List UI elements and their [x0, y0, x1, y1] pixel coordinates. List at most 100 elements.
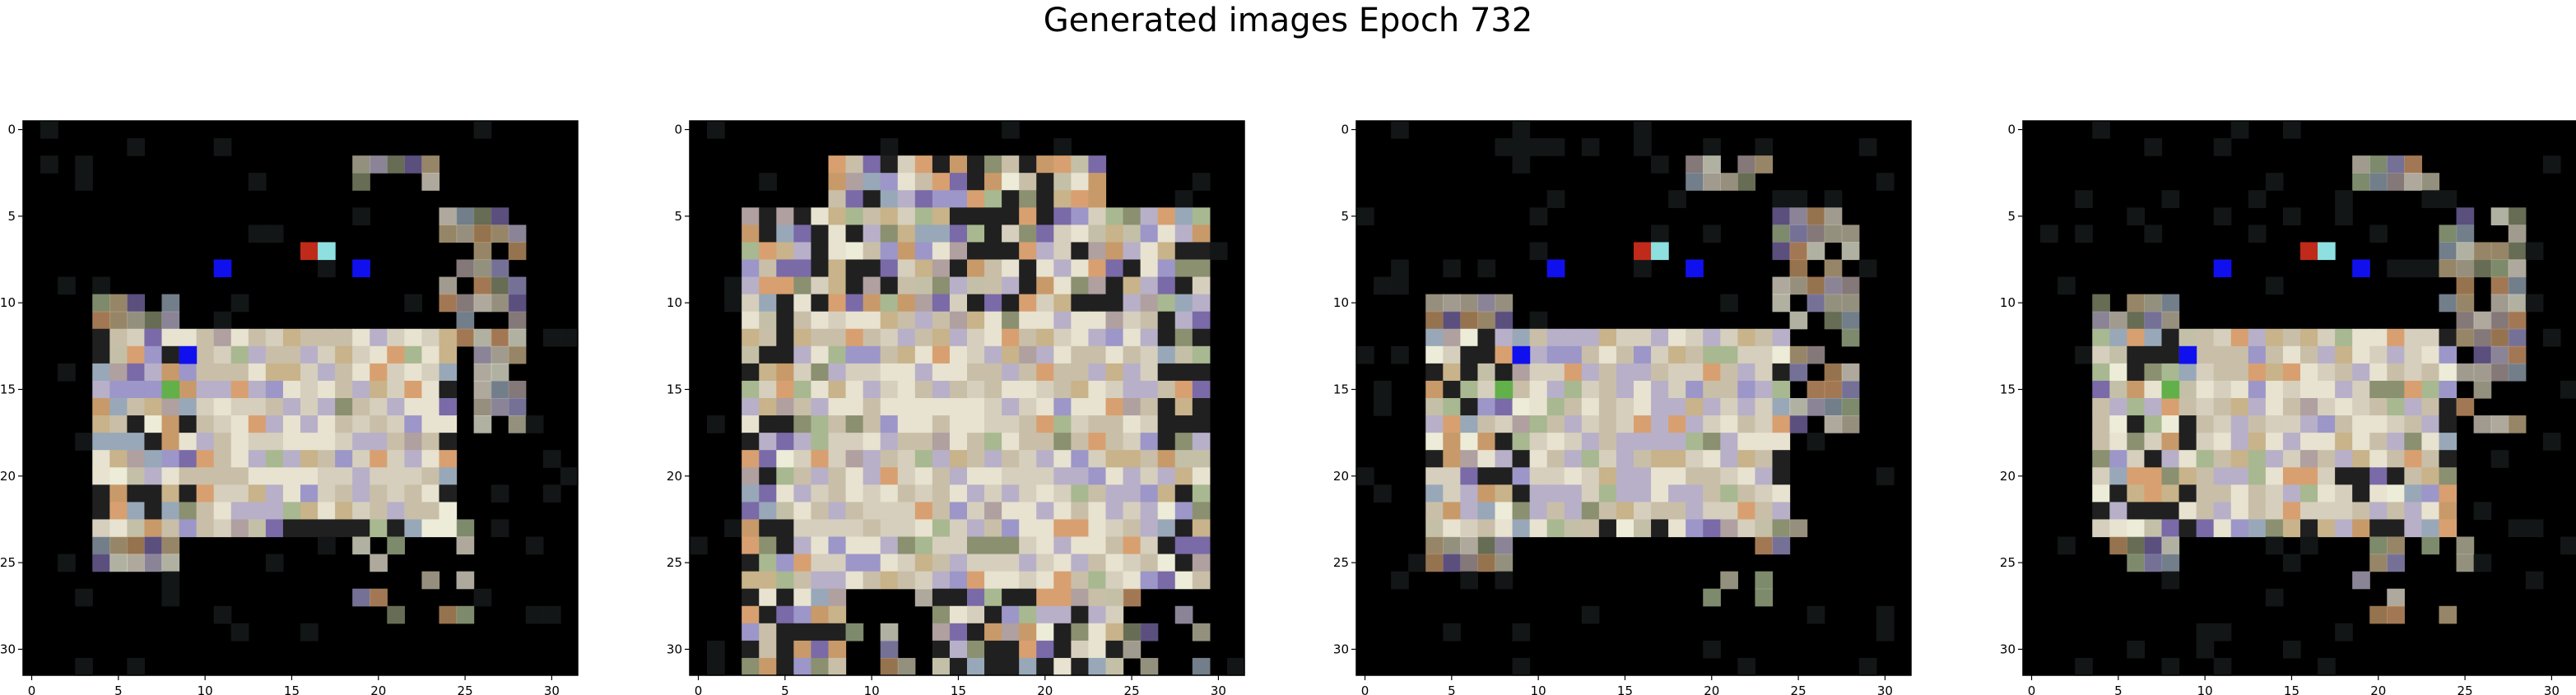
pixel	[863, 571, 881, 590]
pixel	[949, 484, 968, 503]
pixel	[2127, 467, 2146, 485]
pixel	[1140, 536, 1159, 555]
pixel	[914, 502, 933, 521]
pixel	[1036, 207, 1054, 225]
pixel	[370, 450, 388, 468]
pixel	[2161, 554, 2180, 572]
pixel	[1668, 398, 1686, 416]
pixel	[404, 519, 423, 538]
pixel	[1192, 519, 1211, 538]
pixel	[1425, 363, 1444, 382]
pixel	[1824, 294, 1843, 313]
pixel	[92, 519, 110, 538]
pixel	[1460, 433, 1479, 451]
pixel	[1581, 345, 1600, 364]
pixel	[2109, 502, 2127, 521]
pixel	[967, 657, 985, 676]
pixel	[2352, 502, 2370, 521]
pixel	[144, 363, 163, 382]
pixel	[2421, 173, 2440, 191]
pixel	[1460, 484, 1479, 503]
pixel	[1598, 345, 1617, 364]
pixel	[1088, 536, 1107, 555]
pixel	[1088, 657, 1107, 676]
pixel	[742, 519, 760, 538]
pixel	[2196, 467, 2215, 485]
pixel	[1002, 173, 1020, 191]
pixel	[2335, 345, 2353, 364]
pixel	[984, 190, 1002, 208]
pixel	[1634, 502, 1652, 521]
pixel	[92, 415, 110, 433]
pixel	[2248, 190, 2267, 208]
pixel	[1668, 345, 1686, 364]
pixel	[811, 415, 830, 433]
pixel	[2075, 190, 2093, 208]
pixel	[1443, 484, 1461, 503]
pixel	[2439, 484, 2457, 503]
accent-pixel	[213, 259, 232, 278]
pixel	[1772, 484, 1791, 503]
pixel	[863, 276, 881, 295]
pixel	[2352, 173, 2370, 191]
pixel	[1019, 450, 1037, 468]
pixel	[828, 345, 847, 364]
pixel	[1876, 623, 1895, 642]
pixel	[828, 276, 847, 295]
pixel	[1460, 415, 1479, 433]
pixel	[1053, 398, 1072, 416]
pixel	[2230, 484, 2249, 503]
pixel	[2490, 345, 2509, 364]
pixel	[1720, 415, 1738, 433]
pixel	[2248, 502, 2267, 521]
pixel	[1703, 484, 1721, 503]
pixel	[793, 259, 812, 278]
pixel	[439, 450, 458, 468]
pixel	[1053, 536, 1072, 555]
pixel	[1036, 415, 1054, 433]
pixel	[109, 554, 128, 572]
pixel	[1391, 345, 1409, 364]
pixel	[1755, 433, 1774, 451]
pixel	[828, 623, 847, 642]
pixel	[92, 536, 110, 555]
pixel	[1651, 398, 1669, 416]
pixel	[1123, 554, 1142, 572]
pixel	[1019, 398, 1037, 416]
pixel	[1460, 519, 1479, 538]
pixel	[759, 328, 777, 347]
pixel	[828, 380, 847, 399]
pixel	[92, 484, 110, 503]
pixel	[473, 415, 492, 433]
pixel	[811, 242, 830, 261]
pixel	[1564, 502, 1583, 521]
pixel	[1123, 502, 1142, 521]
pixel	[1634, 467, 1652, 485]
pixel	[248, 484, 267, 503]
y-tick-label: 0	[674, 123, 682, 137]
pixel	[1598, 484, 1617, 503]
pixel	[949, 398, 968, 416]
pixel	[863, 502, 881, 521]
pixel	[1737, 328, 1756, 347]
pixel	[144, 398, 163, 416]
pixel	[1174, 450, 1193, 468]
pixel	[2144, 519, 2163, 538]
pixel	[421, 173, 440, 191]
pixel	[2196, 363, 2215, 382]
pixel	[404, 433, 423, 451]
pixel	[776, 433, 794, 451]
pixel	[1391, 121, 1409, 139]
pixel	[2352, 398, 2370, 416]
pixel	[724, 276, 742, 295]
pixel	[2161, 484, 2180, 503]
pixel	[1053, 190, 1072, 208]
pixel	[1443, 467, 1461, 485]
pixel	[2318, 380, 2336, 399]
pixel	[2265, 276, 2284, 295]
y-tick-label: 20	[0, 469, 16, 484]
pixel	[473, 363, 492, 382]
pixel	[542, 450, 561, 468]
pixel	[2161, 571, 2180, 590]
pixel	[2369, 398, 2388, 416]
